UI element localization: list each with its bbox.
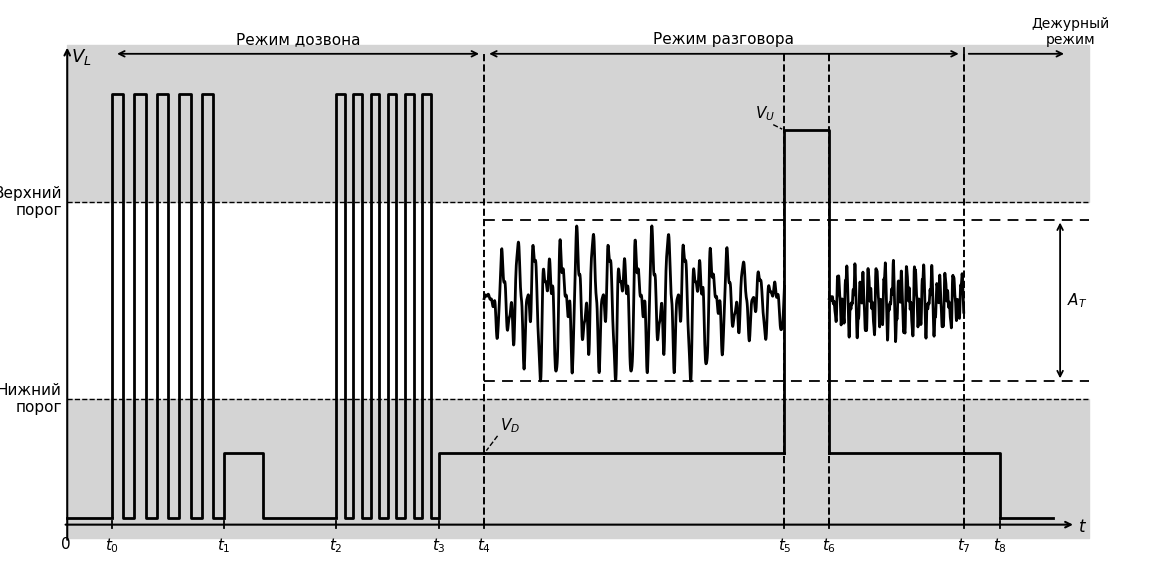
Text: $A_T$: $A_T$ bbox=[1067, 291, 1087, 310]
Text: $t_5$: $t_5$ bbox=[778, 536, 791, 555]
Text: Нижний
порог: Нижний порог bbox=[0, 383, 62, 415]
Text: $t_0$: $t_0$ bbox=[105, 536, 119, 555]
Text: Режим разговора: Режим разговора bbox=[653, 32, 795, 47]
Text: $t_3$: $t_3$ bbox=[432, 536, 446, 555]
Text: $V_D$: $V_D$ bbox=[500, 416, 520, 435]
Text: $t_6$: $t_6$ bbox=[823, 536, 836, 555]
Text: $t_2$: $t_2$ bbox=[329, 536, 343, 555]
Text: Верхний
порог: Верхний порог bbox=[0, 185, 62, 218]
Text: $t_8$: $t_8$ bbox=[993, 536, 1007, 555]
Text: $t_7$: $t_7$ bbox=[957, 536, 971, 555]
Text: $t_4$: $t_4$ bbox=[477, 536, 491, 555]
Text: $0$: $0$ bbox=[60, 536, 70, 552]
Text: $t_1$: $t_1$ bbox=[218, 536, 230, 555]
Text: $V_L$: $V_L$ bbox=[70, 47, 91, 67]
Text: $t$: $t$ bbox=[1078, 518, 1087, 536]
Text: Дежурный
режим: Дежурный режим bbox=[1031, 17, 1109, 47]
Text: $V_U$: $V_U$ bbox=[756, 105, 775, 123]
Text: Режим дозвона: Режим дозвона bbox=[236, 32, 361, 47]
